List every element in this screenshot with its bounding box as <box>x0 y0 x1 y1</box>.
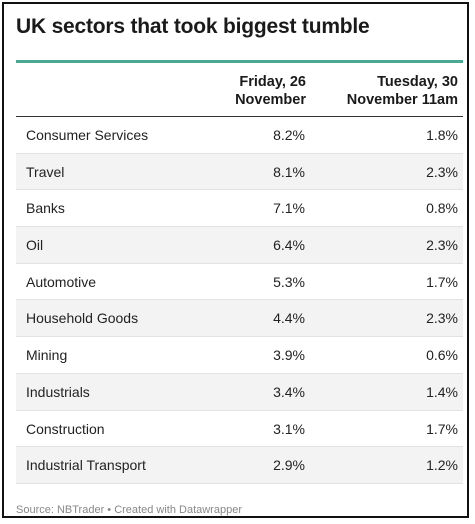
friday-value: 7.1% <box>273 200 305 217</box>
table-header: Friday, 26 November Tuesday, 30 November… <box>16 63 463 117</box>
tuesday-value: 1.4% <box>426 383 458 400</box>
chart-title: UK sectors that took biggest tumble <box>16 15 370 38</box>
friday-value: 3.1% <box>273 420 305 437</box>
friday-value: 8.1% <box>273 163 305 180</box>
friday-value: 6.4% <box>273 237 305 254</box>
tuesday-value: 0.6% <box>426 347 458 364</box>
tuesday-value: 1.7% <box>426 420 458 437</box>
friday-value: 2.9% <box>273 457 305 474</box>
tuesday-value: 2.3% <box>426 163 458 180</box>
sector-name: Oil <box>26 237 44 254</box>
table-row: Industrial Transport 2.9% 1.2% <box>16 447 463 484</box>
tuesday-value: 2.3% <box>426 310 458 327</box>
friday-value: 4.4% <box>273 310 305 327</box>
tuesday-value: 2.3% <box>426 237 458 254</box>
column-header-friday: Friday, 26 November <box>235 74 306 108</box>
friday-value: 5.3% <box>273 273 305 290</box>
table-body: Consumer Services 8.2% 1.8% Travel 8.1% 2.3% B… <box>16 117 463 484</box>
table-row: Mining 3.9% 0.6% <box>16 337 463 374</box>
table-row: Oil 6.4% 2.3% <box>16 227 463 264</box>
title-rule <box>16 60 463 63</box>
friday-value: 3.9% <box>273 347 305 364</box>
friday-value: 8.2% <box>273 127 305 143</box>
sector-name: Automotive <box>26 273 97 290</box>
tuesday-value: 0.8% <box>426 200 458 217</box>
sector-name: Industrial Transport <box>26 457 146 474</box>
sector-name: Consumer Services <box>26 127 149 143</box>
tuesday-value: 1.2% <box>426 457 458 474</box>
sector-name: Mining <box>26 347 68 364</box>
table-row: Household Goods 4.4% 2.3% <box>16 300 463 338</box>
table-row: Industrials 3.4% 1.4% <box>16 373 463 411</box>
friday-value: 3.4% <box>273 383 305 400</box>
data-table: Friday, 26 November Tuesday, 30 November… <box>16 63 463 484</box>
source-footer: Source: NBTrader • Created with Datawrap… <box>16 504 242 516</box>
table-row: Automotive 5.3% 1.7% <box>16 264 463 301</box>
sector-name: Construction <box>26 420 105 437</box>
sector-name: Industrials <box>26 383 90 400</box>
tuesday-value: 1.7% <box>426 273 458 290</box>
chart-frame: UK sectors that took biggest tumble Frid… <box>2 2 469 518</box>
sector-name: Household Goods <box>26 310 139 327</box>
sector-name: Travel <box>26 163 65 180</box>
table-row: Travel 8.1% 2.3% <box>16 153 463 191</box>
sector-name: Banks <box>26 200 65 217</box>
column-header-tuesday: Tuesday, 30 November 11am <box>346 74 458 108</box>
header-separator <box>16 116 463 117</box>
tuesday-value: 1.8% <box>426 127 458 143</box>
table-row: Banks 7.1% 0.8% <box>16 190 463 228</box>
table-row: Construction 3.1% 1.7% <box>16 411 463 448</box>
table-row: Consumer Services 8.2% 1.8% <box>16 117 463 154</box>
